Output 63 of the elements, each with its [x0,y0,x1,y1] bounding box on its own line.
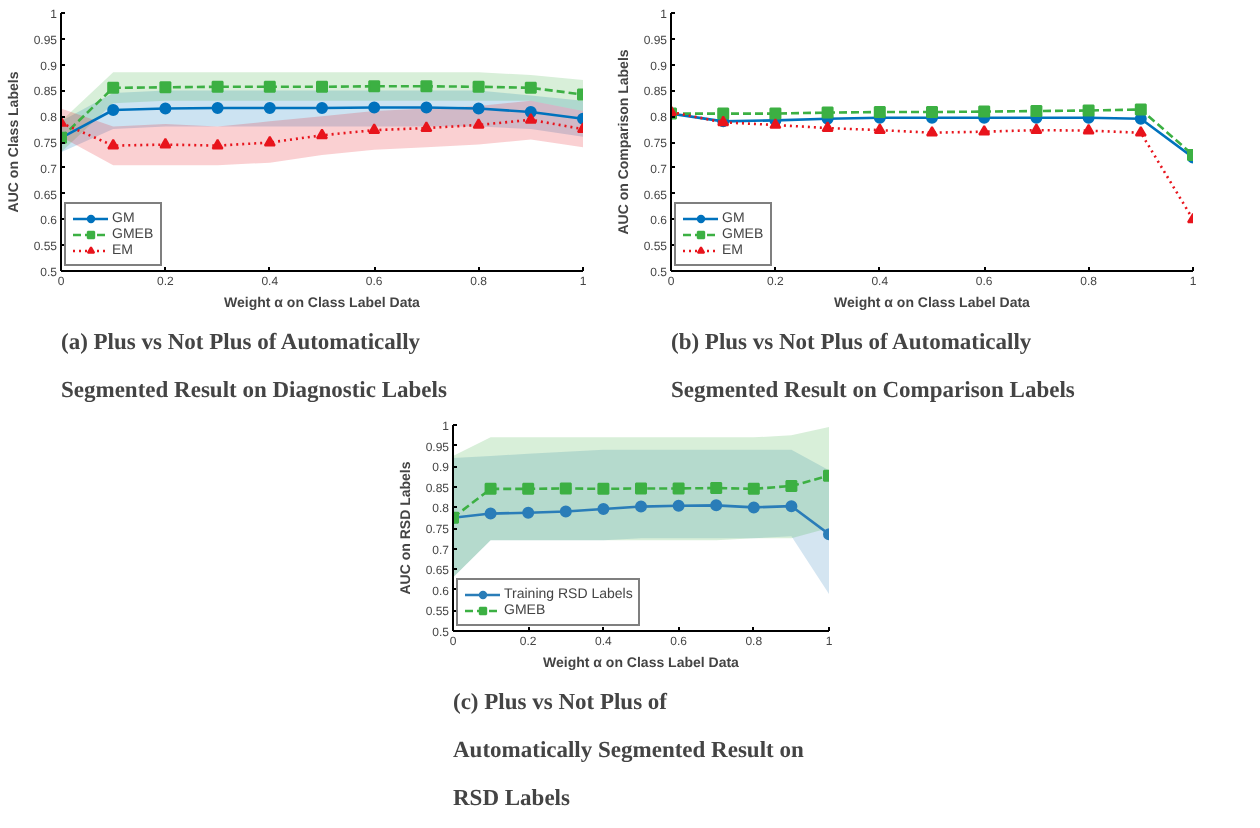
point [211,101,224,114]
point [926,106,938,119]
point [263,101,276,114]
point [1030,123,1043,135]
point [484,507,497,520]
point [107,104,120,116]
point [597,503,610,516]
point [263,80,276,93]
point [316,101,328,114]
point [368,101,381,114]
point [1030,105,1043,118]
point [107,81,120,94]
point [1134,103,1147,116]
point [420,121,433,132]
point [1134,125,1147,137]
point [717,107,730,120]
point [522,482,535,495]
point [978,105,991,118]
point [672,482,685,495]
point [159,102,172,115]
point [484,482,497,495]
point [635,500,647,513]
point [672,499,685,512]
point [524,81,537,94]
point [472,80,485,93]
point [769,107,782,120]
point [316,128,328,140]
point [597,482,610,495]
point [785,500,798,513]
point [926,125,938,137]
point [211,80,224,93]
point [635,482,647,495]
point [211,138,224,150]
point [472,118,485,129]
point [524,113,537,124]
point [873,106,886,119]
text: (a) Plus vs Not Plus of Automatically Segmented Result on Diagnostic Labels [61,331,448,403]
point [420,80,433,93]
point [316,80,328,93]
text: (c) Plus vs Not Plus of Automatically Segmented Result on RSD Labels [453,691,805,811]
point [263,135,276,147]
point [710,482,723,495]
point [522,506,535,519]
point [420,101,433,114]
point [1082,123,1095,135]
point [821,121,834,132]
point [1082,104,1095,117]
point [978,124,991,136]
point [559,505,572,518]
point [873,123,886,135]
text: (b) Plus vs Not Plus of Automatically Segmented Result on Comparison Labels [671,331,1076,403]
point [368,123,381,135]
point [472,102,485,115]
point [821,106,834,119]
point [559,482,572,495]
point [785,479,798,492]
point [747,501,760,514]
point [710,499,723,512]
point [747,482,760,495]
point [159,81,172,94]
point [368,80,381,93]
point [107,138,120,150]
point [159,137,172,149]
